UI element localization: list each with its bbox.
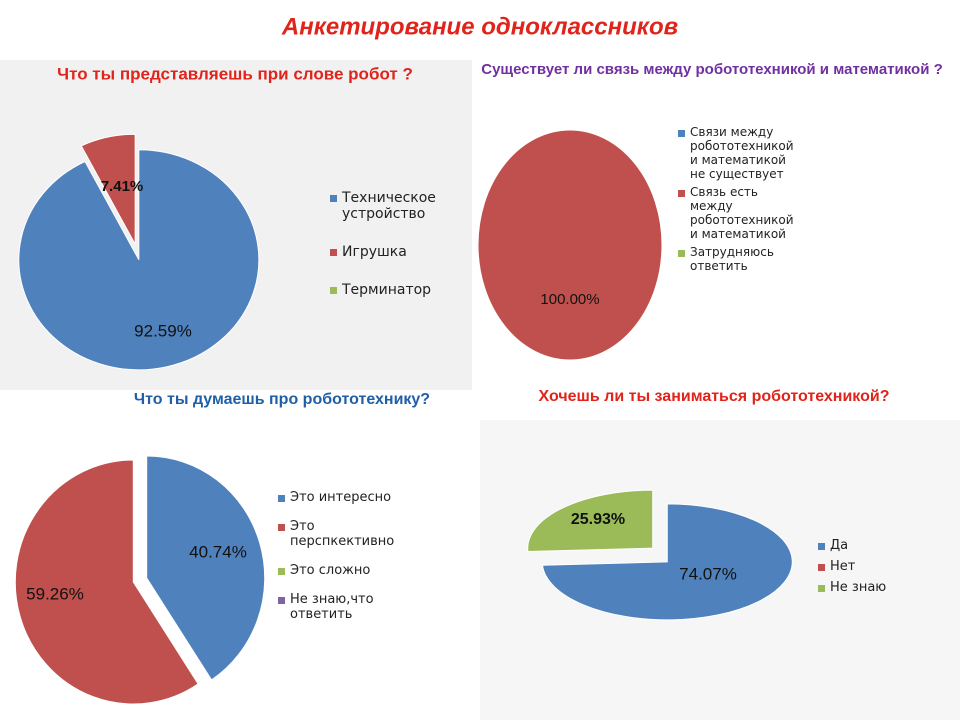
legend-item: Затрудняюсь ответить xyxy=(678,245,803,273)
legend-swatch xyxy=(678,130,685,137)
legend-swatch xyxy=(330,195,337,202)
legend-item: Не знаю,что ответить xyxy=(278,592,408,622)
legend-label: Связь есть между робототехникой и матема… xyxy=(690,185,794,241)
legend-swatch xyxy=(678,190,685,197)
legend-item: Терминатор xyxy=(330,282,450,298)
pie-slice xyxy=(477,129,663,361)
legend-label: Это сложно xyxy=(290,563,371,578)
data-label: 92.59% xyxy=(134,321,192,340)
legend-item: Игрушка xyxy=(330,244,450,260)
legend-label: Да xyxy=(830,538,849,553)
legend-swatch xyxy=(818,543,825,550)
legend-item: Связи между робототехникой и математикой… xyxy=(678,125,803,181)
chart-title: Хочешь ли ты заниматься робототехникой? xyxy=(539,388,890,405)
legend-label: Игрушка xyxy=(342,244,407,260)
legend-item: Техническое устройство xyxy=(330,190,450,222)
legend-swatch xyxy=(278,495,285,502)
legend-swatch xyxy=(818,585,825,592)
pie-slice xyxy=(541,503,793,621)
slide-title: Анкетирование одноклассников xyxy=(281,13,678,40)
legend-label: Не знаю xyxy=(830,580,887,595)
legend-item: Не знаю xyxy=(818,580,938,595)
legend: Связи между робототехникой и математикой… xyxy=(678,125,803,277)
chart-title: Что ты представляешь при слове робот ? xyxy=(57,64,413,83)
legend: Да Нет Не знаю xyxy=(818,538,938,601)
legend-label: Не знаю,что ответить xyxy=(290,592,374,622)
chart-title: Что ты думаешь про робототехнику? xyxy=(134,391,430,408)
legend: Техническое устройство Игрушка Терминатор xyxy=(330,190,450,320)
pie-slice xyxy=(80,133,136,245)
legend-swatch xyxy=(278,597,285,604)
legend-item: Да xyxy=(818,538,938,553)
legend-label: Это интересно xyxy=(290,490,392,505)
legend-label: Нет xyxy=(830,559,856,574)
legend-label: Это перспкективно xyxy=(290,519,395,549)
data-label: 100.00% xyxy=(540,291,599,308)
legend-label: Техническое устройство xyxy=(342,190,436,222)
legend-swatch xyxy=(678,250,685,257)
data-label: 74.07% xyxy=(679,564,737,583)
legend-swatch xyxy=(330,249,337,256)
legend-item: Нет xyxy=(818,559,938,574)
data-label: 59.26% xyxy=(26,584,84,603)
legend-item: Это сложно xyxy=(278,563,408,578)
pie-slice xyxy=(527,489,654,553)
legend: Это интересно Это перспкективно Это сложно… xyxy=(278,490,408,636)
data-label: 25.93% xyxy=(571,511,625,528)
legend-label: Связи между робототехникой и математикой… xyxy=(690,125,794,181)
chart-title: Существует ли связь между робототехникой… xyxy=(481,61,943,78)
legend-item: Связь есть между робототехникой и матема… xyxy=(678,185,803,241)
pie-slice xyxy=(14,459,199,705)
legend-item: Это перспкективно xyxy=(278,519,408,549)
legend-swatch xyxy=(278,568,285,575)
legend-item: Это интересно xyxy=(278,490,408,505)
data-label: 7.41% xyxy=(101,178,144,195)
legend-label: Терминатор xyxy=(342,282,432,298)
pie-slice xyxy=(146,455,266,681)
legend-swatch xyxy=(278,524,285,531)
pie-slice xyxy=(18,149,260,371)
legend-swatch xyxy=(818,564,825,571)
data-label: 40.74% xyxy=(189,542,247,561)
legend-swatch xyxy=(330,287,337,294)
legend-label: Затрудняюсь ответить xyxy=(690,245,774,273)
